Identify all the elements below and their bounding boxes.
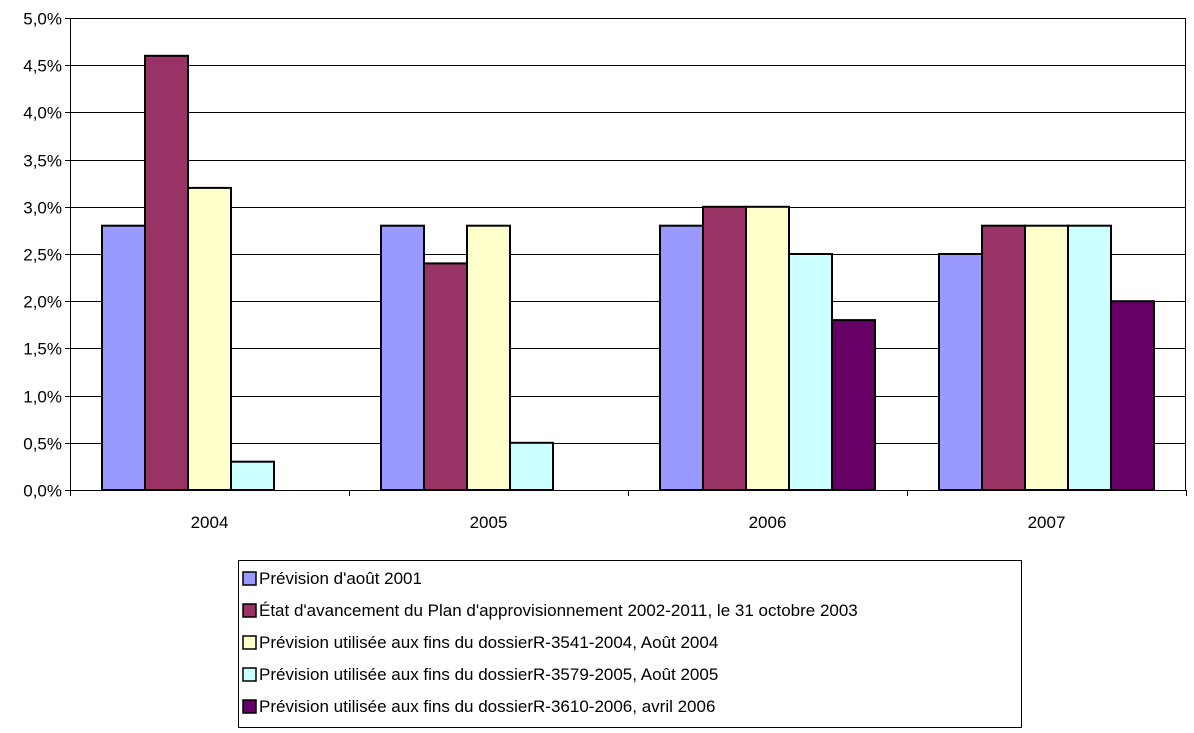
y-tick-label: 2,0% (23, 293, 62, 312)
y-tick-label: 4,0% (23, 104, 62, 123)
legend-box (238, 560, 1022, 728)
bar (1067, 224, 1112, 491)
legend-label: État d'avancement du Plan d'approvisionn… (259, 601, 858, 620)
y-tick-label: 2,5% (23, 246, 62, 265)
x-tick-label: 2007 (1028, 513, 1066, 532)
bar (423, 262, 468, 491)
bars (101, 54, 1155, 492)
bar (380, 224, 425, 491)
legend-swatch (242, 635, 257, 650)
y-tick-label: 5,0% (23, 10, 62, 29)
legend-label: Prévision utilisée aux fins du dossierR-… (259, 665, 718, 684)
legend: Prévision d'août 2001 État d'avancement d… (238, 560, 1022, 728)
y-tick-label: 3,5% (23, 152, 62, 171)
x-tick-label: 2004 (191, 513, 229, 532)
bar (187, 186, 232, 491)
bar (788, 253, 833, 491)
legend-swatch (242, 603, 257, 618)
bar (1110, 300, 1155, 492)
y-tick-label: 1,5% (23, 340, 62, 359)
legend-label: Prévision utilisée aux fins du dossierR-… (259, 697, 715, 716)
bar (101, 224, 146, 491)
axes: 0,0% 0,5% 1,0% 1,5% 2,0% 2,5% 3,0% 3,5% 4,0% 4,5%… (23, 10, 1187, 532)
y-tick-label: 0,0% (23, 482, 62, 501)
bar (466, 224, 511, 491)
x-tick-label: 2006 (749, 513, 787, 532)
y-tick-label: 3,0% (23, 199, 62, 218)
bar (144, 54, 189, 492)
bar (981, 224, 1026, 491)
y-tick-label: 4,5% (23, 57, 62, 76)
y-tick-label: 0,5% (23, 435, 62, 454)
legend-swatch (242, 667, 257, 682)
bar (831, 319, 876, 491)
x-tick-label: 2005 (470, 513, 508, 532)
bar (659, 224, 704, 491)
legend-swatch (242, 571, 257, 586)
legend-label: Prévision d'août 2001 (259, 569, 422, 588)
bar (1024, 224, 1069, 491)
bar (702, 205, 747, 492)
bar (230, 460, 275, 492)
bar (509, 441, 554, 491)
bar (745, 205, 790, 492)
bar (938, 253, 983, 491)
y-tick-label: 1,0% (23, 388, 62, 407)
legend-swatch (242, 699, 257, 714)
legend-label: Prévision utilisée aux fins du dossierR-… (259, 633, 718, 652)
